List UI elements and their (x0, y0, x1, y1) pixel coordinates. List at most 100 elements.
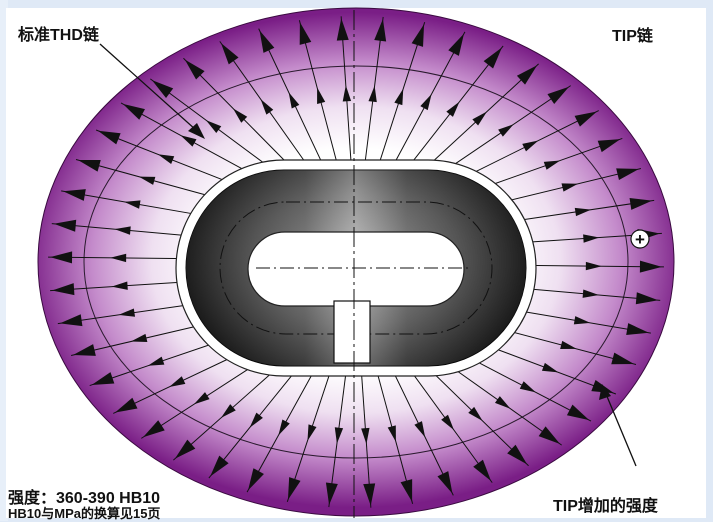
connector-block (333, 300, 371, 364)
stress-arrow-head (448, 33, 464, 56)
inner-hole (247, 231, 465, 307)
stress-arrow-head (597, 139, 621, 153)
stress-arrow-head (635, 292, 659, 305)
tip-pointer-head (599, 384, 611, 400)
stress-arrow-inner-head (232, 108, 248, 123)
stress-arrow-inner-head (420, 93, 432, 111)
stress-arrow-inner-head (278, 419, 290, 436)
stress-arrow-head (287, 477, 301, 500)
stress-arrow-inner-head (573, 316, 591, 325)
plus-symbol: + (635, 230, 645, 249)
stress-arrow-head (248, 468, 264, 491)
stress-arrow-inner-head (110, 253, 127, 263)
strength-label: 强度：360-390 HB10 (8, 490, 161, 507)
stress-arrow-inner-head (394, 88, 404, 106)
stress-arrow-inner-head (582, 289, 599, 298)
stress-arrow-inner-head (560, 340, 577, 349)
stress-arrow-inner-head (221, 404, 236, 418)
stress-arrow-inner-head (472, 111, 487, 126)
stress-arrow-inner-head (583, 234, 600, 243)
stress-arrow-head (325, 482, 338, 506)
stress-arrow-inner-head (574, 207, 592, 217)
stress-arrow-head (507, 444, 528, 465)
stress-arrow-head (63, 189, 86, 201)
stress-arrow-inner-head (205, 120, 222, 133)
tip-chain-label: TIP链 (612, 28, 653, 45)
stress-arrow-inner-head (249, 412, 263, 428)
stress-arrow-head (210, 455, 229, 477)
stress-arrow-head (639, 260, 662, 273)
standard-chain-label: 标准THD链 (18, 27, 99, 44)
stress-arrow-head (437, 471, 453, 494)
stress-arrow-inner-head (111, 281, 128, 290)
stress-arrow-head (566, 404, 590, 421)
stress-arrow-head (516, 65, 538, 85)
stress-arrow-inner-head (519, 381, 536, 393)
stress-arrow-head (374, 18, 387, 42)
stress-arrow-head (53, 219, 77, 232)
stress-arrow-inner-head (498, 124, 514, 137)
stress-arrow-inner-head (543, 160, 561, 170)
std-pointer-line (99, 43, 197, 131)
stress-arrow-head (483, 47, 502, 69)
stress-arrow-head (220, 42, 239, 65)
tip-increase-label: TIP增加的强度 (553, 498, 658, 515)
stress-arrow-inner-head (180, 135, 197, 147)
stress-arrow-head (299, 22, 312, 45)
stress-arrow-inner-head (124, 200, 141, 209)
stress-arrow-head (547, 86, 570, 105)
stress-arrow-head (336, 18, 349, 41)
stress-arrow-head (473, 459, 492, 482)
stress-arrow-inner-head (522, 140, 539, 152)
stress-arrow-head (611, 352, 635, 365)
stress-arrow-inner-head (541, 362, 559, 373)
stress-arrow-inner-head (147, 356, 165, 366)
stress-arrow-head (97, 130, 121, 145)
stress-arrow-head (184, 59, 205, 80)
plus-circle (630, 229, 650, 249)
stress-arrow-head (259, 30, 275, 53)
left-margin-strip (0, 0, 8, 521)
stress-arrow-inner-head (441, 414, 454, 431)
stress-arrow-head (629, 197, 653, 210)
std-pointer-head (188, 123, 205, 139)
stress-arrows (48, 16, 664, 508)
stress-arrow-head (538, 426, 561, 444)
stress-arrow-inner-head (193, 392, 210, 405)
stress-arrow-head (77, 160, 101, 172)
stress-arrow-inner-head (414, 421, 426, 438)
stress-arrow-inner-head (288, 92, 300, 109)
tip-pointer-line (605, 393, 637, 467)
stress-arrow-inner-head (169, 376, 186, 387)
stress-arrow-head (626, 323, 649, 336)
stress-arrow-head (115, 397, 138, 413)
stress-arrow-inner-head (334, 427, 344, 444)
conversion-note: HB10与MPa的换算见15页 (8, 506, 161, 521)
stress-arrow-inner-head (118, 308, 136, 317)
stress-arrow-head (52, 283, 75, 296)
stress-arrow-head (91, 372, 115, 385)
stress-arrow-inner-head (260, 99, 274, 115)
stress-arrow-head (363, 483, 376, 506)
stress-arrow-inner-head (361, 427, 370, 445)
stress-arrow-head (411, 24, 425, 47)
stress-arrow-inner-head (494, 396, 511, 409)
stress-arrow-head (122, 103, 145, 120)
stress-arrow-head (574, 111, 597, 127)
stress-arrow-inner-head (317, 87, 326, 104)
stress-arrow-inner-head (585, 261, 602, 271)
stress-arrow-head (59, 314, 83, 327)
stress-arrow-head (616, 168, 639, 181)
stress-arrow-inner-head (561, 183, 579, 192)
stress-arrow-inner-head (446, 101, 460, 117)
stress-arrow-inner-head (468, 406, 483, 422)
stress-arrow-head (50, 251, 73, 264)
stress-arrow-inner-head (307, 424, 317, 441)
stress-arrow-inner-head (138, 176, 156, 185)
stress-arrow-head (174, 439, 196, 459)
stress-arrow-inner-head (157, 154, 175, 165)
stress-arrow-head (142, 420, 165, 438)
stress-arrow-inner-head (342, 85, 352, 102)
